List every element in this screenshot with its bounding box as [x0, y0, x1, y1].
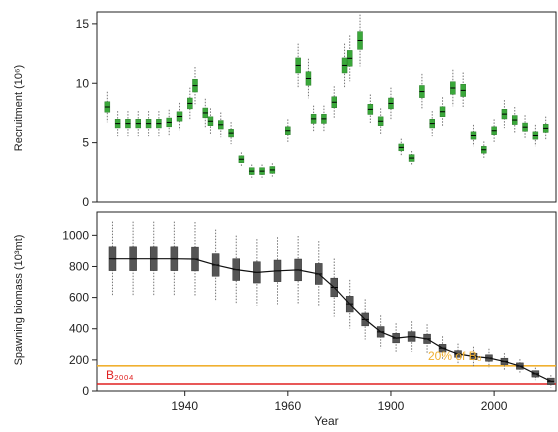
x-tick-label: 1900 — [378, 399, 405, 413]
plot-frame — [96, 11, 557, 203]
y-tick-label: 1000 — [62, 228, 89, 242]
y-tick-label: 15 — [76, 17, 90, 31]
y-tick-label: 10 — [76, 76, 90, 90]
median-trend-line — [112, 258, 552, 382]
x-tick-label: 1940 — [171, 399, 198, 413]
x-axis-title: Year — [314, 414, 338, 428]
y-tick-label: 200 — [69, 353, 89, 367]
y-tick-label: 800 — [69, 259, 89, 273]
y-tick-label: 0 — [82, 384, 89, 398]
x-tick-label: 2000 — [481, 399, 508, 413]
plot-frame — [96, 211, 557, 392]
y-tick-label: 0 — [82, 195, 89, 209]
x-tick-label: 1960 — [274, 399, 301, 413]
y-tick-label: 5 — [82, 136, 89, 150]
y-axis-title: Spawning biomass (10³mt) — [13, 235, 25, 366]
reference-line-label: 20% of B₀ — [428, 349, 482, 363]
recruitment-panel: 0 5 10 15 Recruitment (10⁶) — [13, 11, 557, 209]
spawning-biomass-panel: 0 200 400 600 800 1000 Spawning biomass (10³mt… — [13, 211, 557, 428]
y-tick-label: 400 — [69, 322, 89, 336]
reference-line-label: B₂₀₀₄ — [106, 368, 134, 382]
y-axis-title: Recruitment (10⁶) — [13, 65, 25, 151]
y-tick-label: 600 — [69, 291, 89, 305]
